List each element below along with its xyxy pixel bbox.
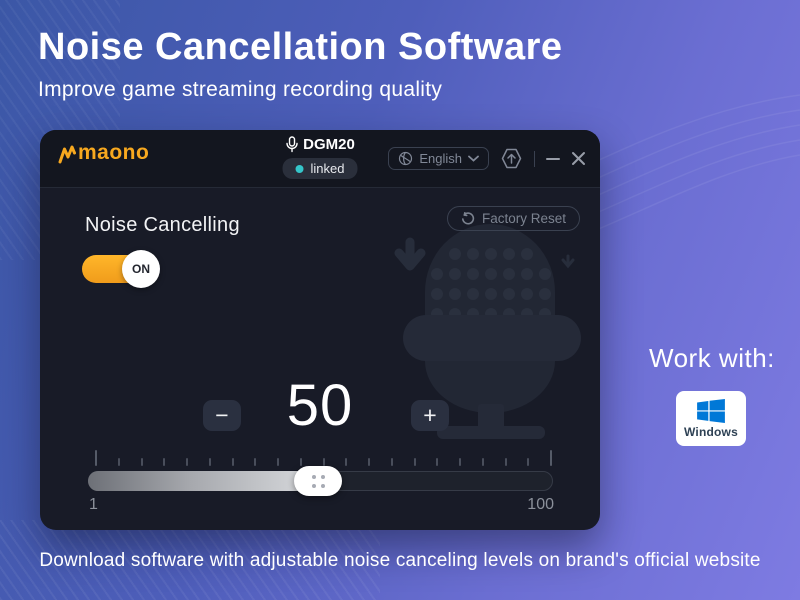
update-button[interactable] (499, 146, 524, 171)
microphone-icon (285, 136, 298, 153)
windows-label: Windows (684, 424, 738, 439)
tick-mark (208, 458, 211, 466)
noise-cancelling-toggle[interactable]: ON (82, 250, 162, 288)
slider-max-label: 100 (527, 496, 554, 513)
tick-mark (163, 458, 166, 466)
tick-mark (299, 458, 302, 466)
chevron-down-icon (468, 155, 479, 162)
increase-button[interactable]: + (411, 400, 449, 431)
brand-logo: maono (58, 141, 149, 165)
tick-mark (459, 458, 461, 466)
level-value: 50 (286, 373, 354, 438)
tick-mark (186, 458, 188, 466)
close-icon (572, 152, 585, 165)
factory-reset-label: Factory Reset (481, 211, 566, 226)
slider-min-label: 1 (89, 496, 98, 513)
reset-icon (461, 211, 475, 225)
globe-icon (399, 151, 413, 166)
divider (534, 150, 535, 167)
tick-mark (527, 458, 530, 466)
close-button[interactable] (571, 151, 586, 166)
minimize-button[interactable] (545, 151, 561, 167)
page-subtitle: Improve game streaming recording quality (38, 77, 443, 101)
language-selector[interactable]: English (388, 147, 489, 170)
microphone-illustration (394, 224, 581, 439)
tick-mark (117, 458, 120, 466)
tick-mark (368, 458, 370, 466)
tick-mark (345, 458, 348, 466)
slider-fill (88, 471, 319, 491)
tick-mark (436, 458, 439, 466)
app-window: maono DGM20 linked (40, 130, 600, 530)
language-label: English (419, 151, 462, 166)
tick-mark (95, 450, 97, 466)
tick-mark (550, 450, 552, 466)
status-badge: linked (282, 158, 358, 179)
slider-handle[interactable] (294, 466, 343, 496)
footer-text: Download software with adjustable noise … (39, 550, 761, 571)
status-text: linked (310, 161, 345, 176)
update-icon (501, 148, 522, 169)
tick-mark (254, 458, 257, 466)
level-slider[interactable] (88, 466, 553, 496)
slider-ticks (95, 450, 552, 466)
minimize-icon (546, 157, 560, 160)
page-title: Noise Cancellation Software (38, 26, 563, 68)
work-with-label: Work with: (649, 343, 775, 373)
device-name: DGM20 (303, 136, 355, 153)
tick-mark (322, 458, 325, 466)
toggle-knob[interactable]: ON (122, 250, 160, 288)
tick-mark (504, 458, 507, 466)
decrease-button[interactable]: − (203, 400, 241, 431)
window-controls: English (388, 146, 586, 171)
tick-mark (231, 458, 234, 466)
device-info: DGM20 linked (282, 136, 358, 179)
tick-mark (277, 458, 279, 466)
window-header: maono DGM20 linked (40, 130, 600, 188)
noise-cancelling-label: Noise Cancelling (85, 214, 240, 236)
maono-logo-icon (58, 145, 76, 164)
handle-grip-icon (311, 474, 325, 488)
brand-name: maono (78, 141, 150, 164)
hero: Noise Cancellation Software Improve game… (38, 26, 563, 102)
tick-mark (413, 458, 416, 466)
tick-mark (140, 458, 143, 466)
windows-logo-icon (697, 398, 725, 423)
windows-platform-card: Windows (676, 391, 746, 446)
status-dot (295, 164, 304, 173)
factory-reset-button[interactable]: Factory Reset (446, 206, 580, 231)
tick-mark (390, 458, 393, 466)
tick-mark (481, 458, 484, 466)
